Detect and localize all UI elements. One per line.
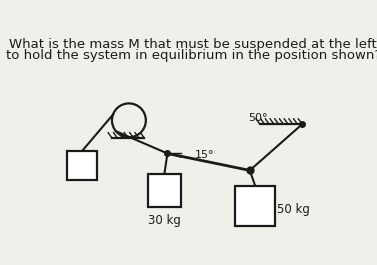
- Text: 50°: 50°: [248, 113, 268, 123]
- Bar: [148, 174, 181, 207]
- Bar: [235, 186, 275, 226]
- Text: M: M: [74, 158, 89, 173]
- Text: 30 kg: 30 kg: [148, 214, 181, 227]
- Text: What is the mass M that must be suspended at the left: What is the mass M that must be suspende…: [9, 38, 377, 51]
- Text: 50 kg: 50 kg: [277, 203, 310, 216]
- Text: 15°: 15°: [195, 150, 214, 160]
- Text: to hold the system in equilibrium in the position shown?: to hold the system in equilibrium in the…: [6, 49, 377, 62]
- Bar: [67, 151, 97, 180]
